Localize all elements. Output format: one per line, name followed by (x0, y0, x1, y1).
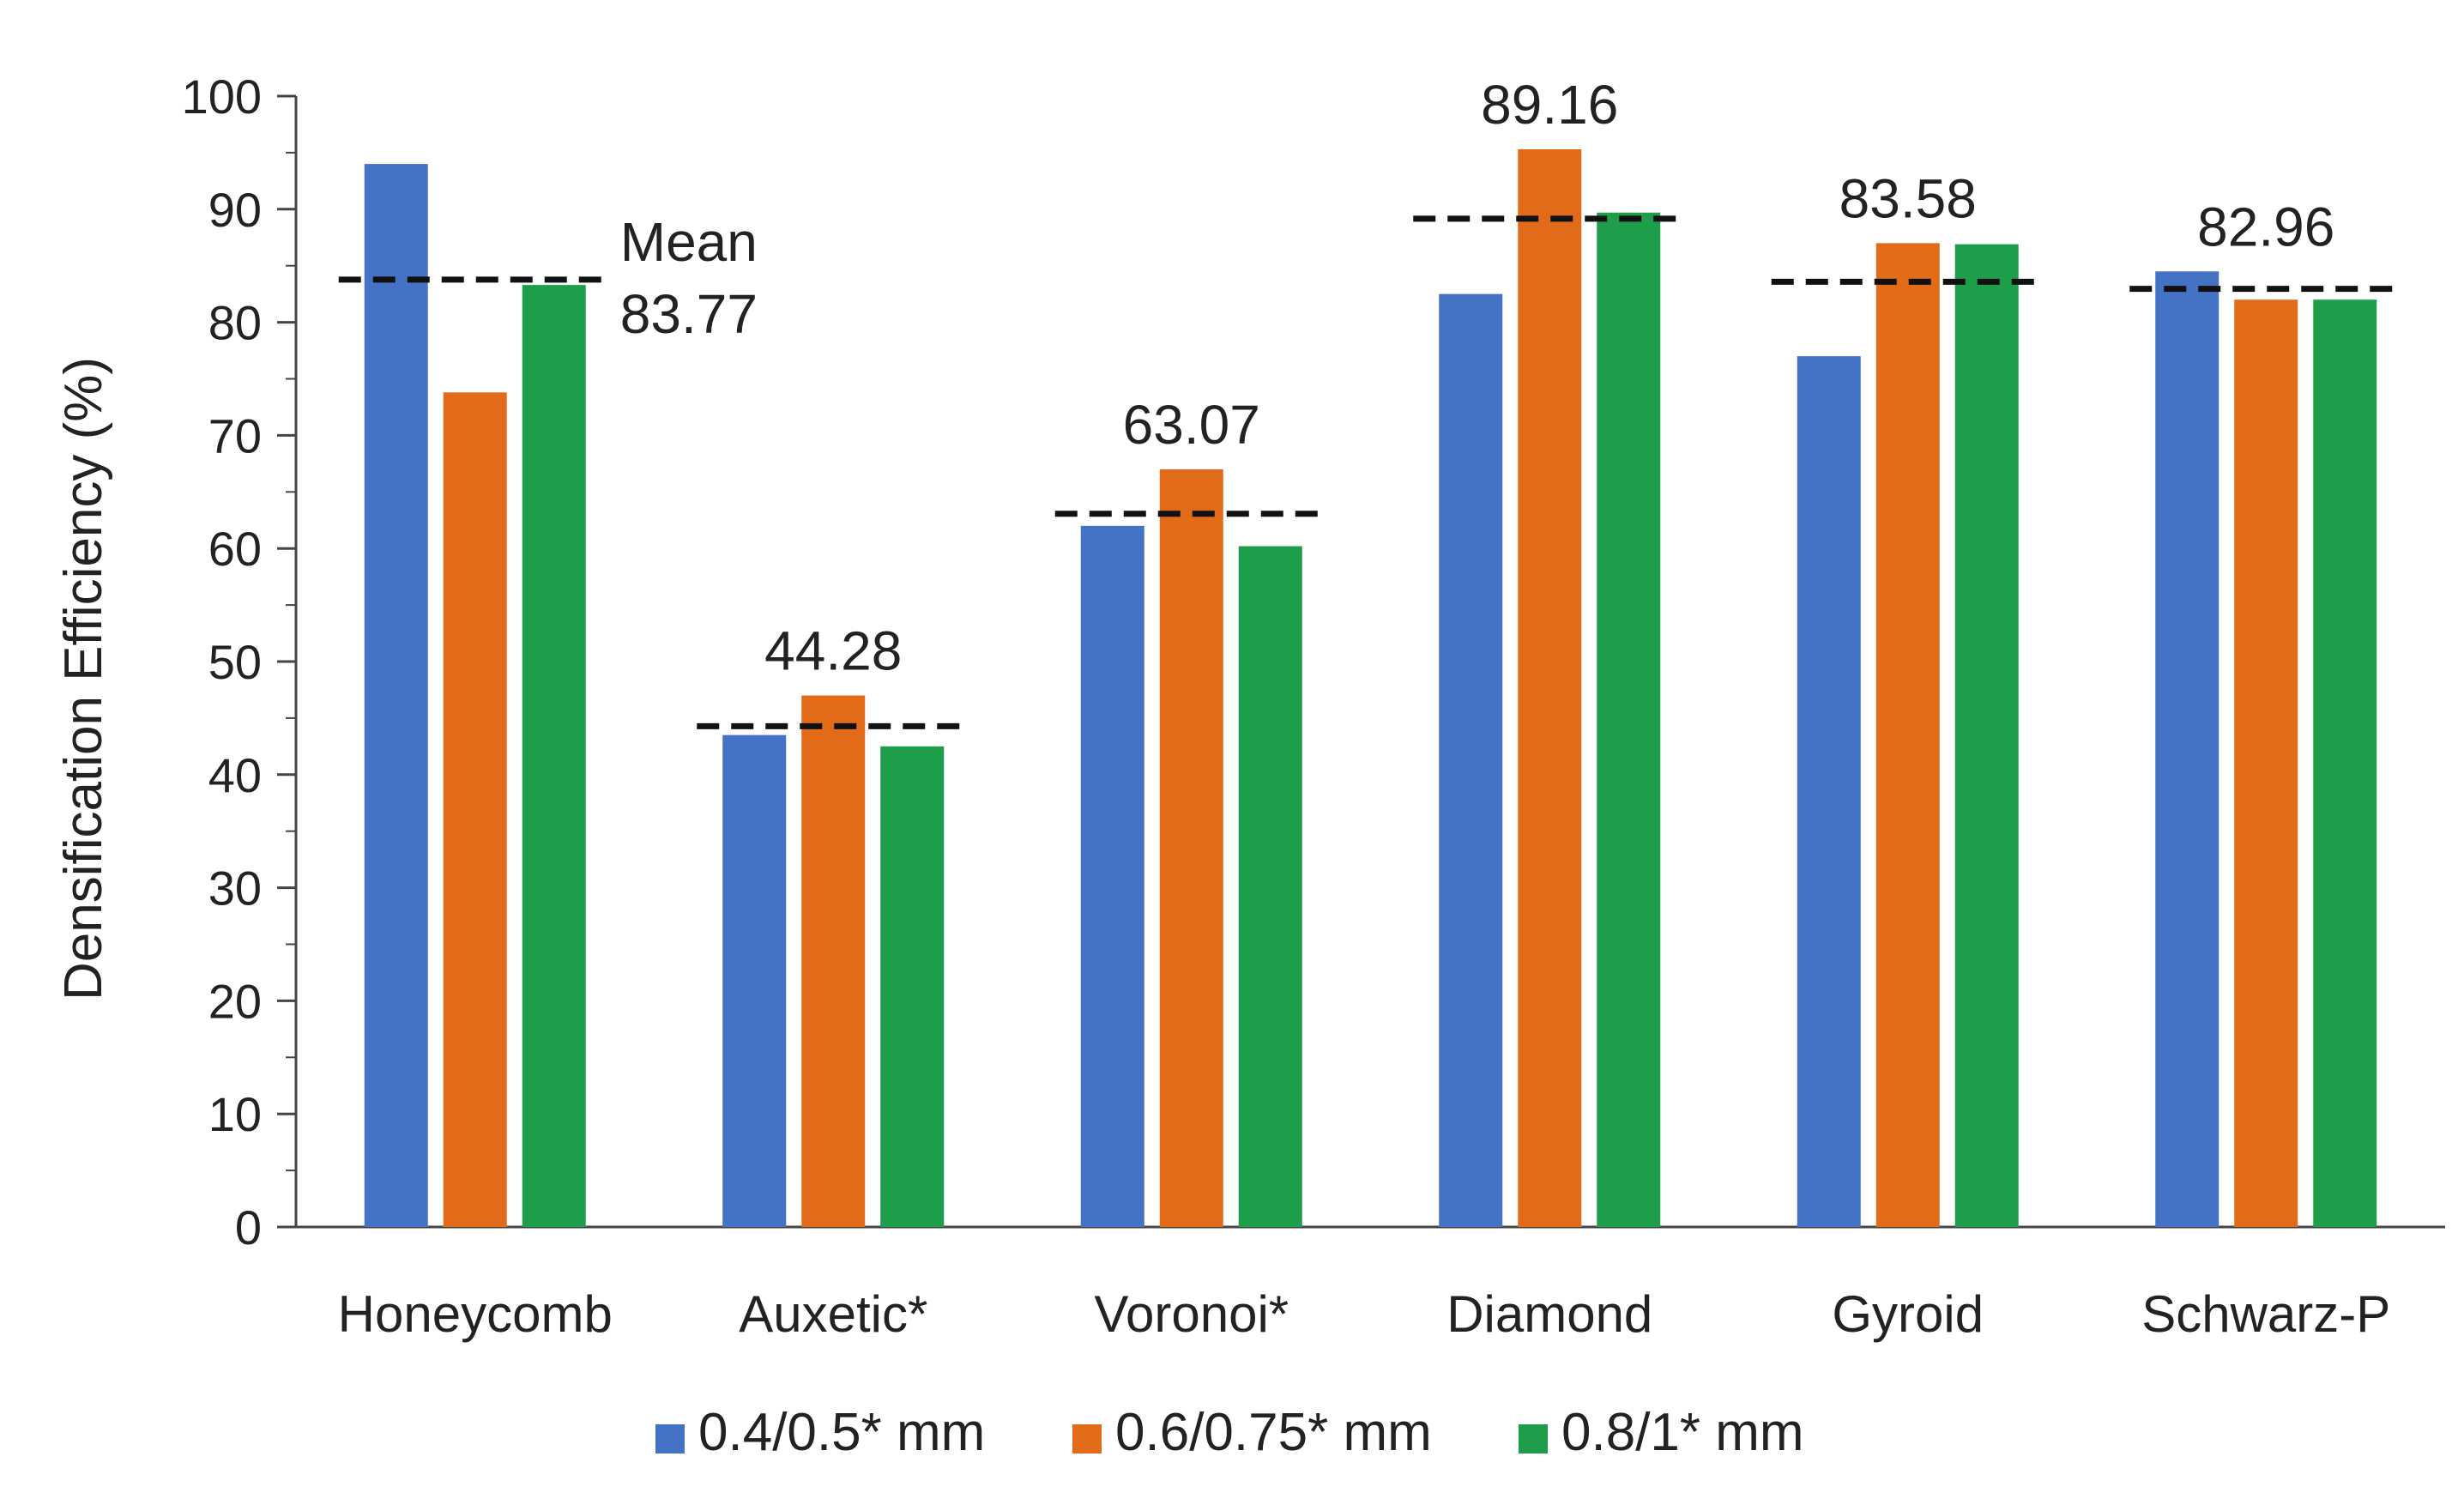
y-tick-label: 30 (208, 861, 262, 916)
legend-label: 0.8/1* mm (1561, 1403, 1804, 1462)
bar-diamond-series-2 (1518, 148, 1582, 1227)
bar-voronoi-series-1 (1080, 525, 1144, 1227)
bar-honeycomb-series-1 (364, 164, 428, 1228)
mean-prefix-label: Mean (620, 211, 758, 273)
y-tick-label: 60 (208, 522, 262, 576)
y-axis-title: Densification Efficiency (%) (54, 357, 113, 1000)
mean-lines (338, 215, 2403, 729)
category-label: Gyroid (1832, 1285, 1984, 1343)
mean-value-label: 82.96 (2197, 196, 2334, 257)
y-tick-label: 50 (208, 635, 262, 689)
category-label: Auxetic* (739, 1285, 927, 1343)
category-label: Schwarz-P (2141, 1285, 2390, 1343)
legend-swatch-series-3 (1519, 1424, 1548, 1454)
legend: 0.4/0.5* mm 0.6/0.75* mm 0.8/1* mm (655, 1403, 1804, 1462)
mean-value-label: 63.07 (1123, 394, 1260, 456)
bar-auxetic-series-1 (722, 734, 787, 1227)
y-tick-label: 100 (182, 70, 262, 124)
bar-auxetic-series-2 (801, 695, 866, 1227)
legend-label: 0.6/0.75* mm (1115, 1403, 1432, 1462)
y-tick-label: 10 (208, 1087, 262, 1141)
bar-voronoi-series-2 (1159, 468, 1223, 1227)
bar-diamond-series-3 (1597, 212, 1661, 1227)
y-tick-label: 40 (208, 748, 262, 802)
bar-schwarzp-series-3 (2313, 299, 2377, 1227)
bar-gyroid-series-1 (1797, 356, 1861, 1227)
bars (364, 148, 2377, 1228)
mean-value-label: 44.28 (764, 620, 902, 682)
legend-swatch-series-2 (1072, 1424, 1102, 1454)
bar-honeycomb-series-3 (522, 285, 586, 1228)
bar-voronoi-series-3 (1238, 546, 1302, 1227)
category-label: Voronoi* (1094, 1285, 1289, 1343)
y-tick-label: 20 (208, 974, 262, 1028)
legend-swatch-series-1 (655, 1424, 685, 1454)
bar-gyroid-series-3 (1954, 244, 2019, 1228)
bar-auxetic-series-3 (880, 746, 945, 1227)
bar-schwarzp-series-2 (2234, 299, 2298, 1227)
bar-schwarzp-series-1 (2155, 271, 2219, 1227)
legend-label: 0.4/0.5* mm (698, 1403, 985, 1462)
mean-value-label: 89.16 (1481, 74, 1618, 136)
axes: 0 10 20 30 40 50 60 70 80 90 100 Densification Effi… (54, 70, 2445, 1254)
y-tick-label: 0 (235, 1200, 262, 1254)
mean-value-label: 83.58 (1839, 167, 1977, 229)
y-tick-label: 80 (208, 296, 262, 350)
bar-gyroid-series-2 (1875, 243, 1940, 1228)
labels: Honeycomb Mean 83.77 Auxetic* 44.28 Voronoi* 6… (338, 74, 2391, 1343)
category-label: Honeycomb (338, 1285, 613, 1343)
bar-diamond-series-1 (1439, 293, 1503, 1227)
y-tick-label: 70 (208, 408, 262, 462)
category-label: Diamond (1446, 1285, 1652, 1343)
bar-honeycomb-series-2 (443, 392, 507, 1227)
mean-value-label: 83.77 (620, 283, 758, 345)
y-tick-label: 90 (208, 183, 262, 237)
